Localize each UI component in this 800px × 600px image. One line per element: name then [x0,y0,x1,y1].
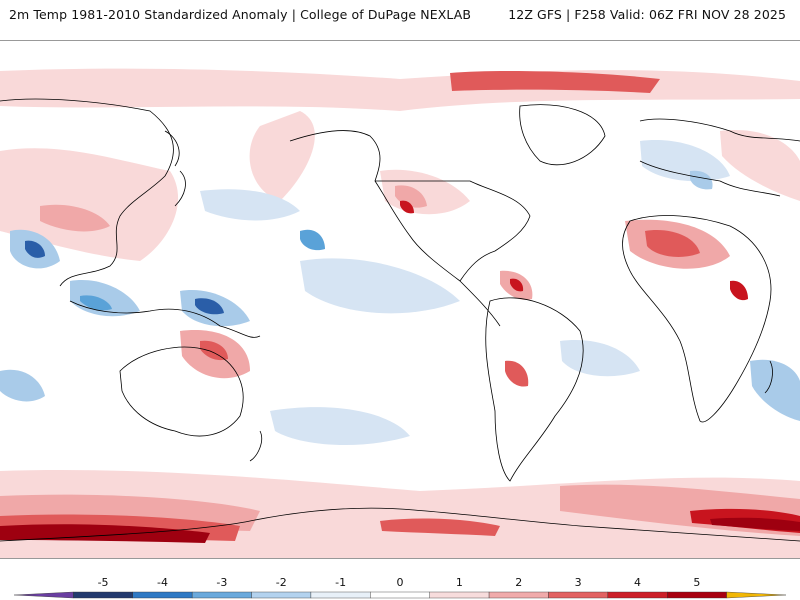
colorbar-ticks: -5 -4 -3 -2 -1 0 1 2 3 4 5 [98,576,701,589]
colorbar-tick-label: -3 [216,576,227,589]
colorbar-segment [370,591,430,599]
model-run-label: 12Z GFS | F258 Valid: 06Z FRI NOV 28 202… [508,7,786,22]
colorbar-segment [251,591,312,599]
colorbar-tick-label: 4 [634,576,641,589]
coastlines [0,98,800,542]
colorbar-segment [73,591,133,599]
anomaly-map [0,40,800,559]
colorbar-tick-label: -2 [276,576,287,589]
colorbar-tick-label: 2 [515,576,522,589]
colorbar-segment [667,591,727,599]
colorbar-tick-label: 1 [456,576,463,589]
colorbar-segment [726,591,787,599]
colorbar-segment [548,591,609,599]
colorbar-segment [607,591,668,599]
colorbar-tick-label: -5 [98,576,109,589]
map-svg [0,68,800,558]
colorbar: -5 -4 -3 -2 -1 0 1 2 3 4 5 [0,566,800,600]
colorbar-svg: -5 -4 -3 -2 -1 0 1 2 3 4 5 [13,576,787,599]
anomaly-shading [0,68,800,558]
colorbar-tick-label: -1 [335,576,346,589]
map-title: 2m Temp 1981-2010 Standardized Anomaly |… [9,7,472,22]
colorbar-tick-label: -4 [157,576,168,589]
colorbar-segment [429,591,490,599]
colorbar-segment [13,591,74,599]
colorbar-segments [13,591,787,599]
colorbar-tick-label: 5 [693,576,700,589]
map-header: 2m Temp 1981-2010 Standardized Anomaly |… [0,0,800,40]
colorbar-segment [310,591,371,599]
colorbar-tick-label: 3 [575,576,582,589]
colorbar-segment [191,591,252,599]
colorbar-segment [488,591,549,599]
colorbar-segment [132,591,193,599]
colorbar-tick-label: 0 [397,576,404,589]
